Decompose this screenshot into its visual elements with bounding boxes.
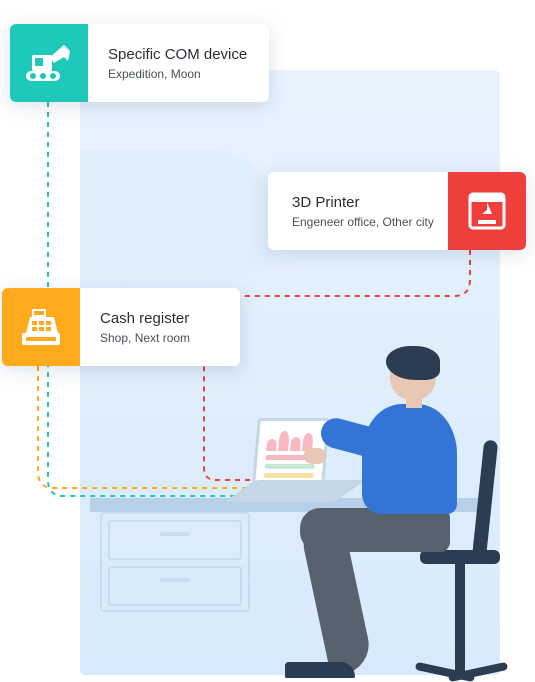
device-card-subtitle: Shop, Next room	[100, 331, 218, 345]
device-card-cash: Cash register Shop, Next room	[2, 288, 240, 366]
cash-register-icon	[2, 288, 80, 366]
infographic-stage: Specific COM device Expedition, Moon 3D …	[0, 0, 535, 682]
device-card-subtitle: Expedition, Moon	[108, 67, 247, 81]
device-card-title: Specific COM device	[108, 46, 247, 63]
background-accent	[80, 150, 270, 270]
printer-3d-icon	[448, 172, 526, 250]
desk-drawer	[108, 520, 242, 560]
device-card-com: Specific COM device Expedition, Moon	[10, 24, 269, 102]
desk-drawer	[108, 566, 242, 606]
device-card-title: Cash register	[100, 310, 218, 327]
device-card-subtitle: Engeneer office, Other city	[292, 215, 434, 229]
device-card-title: 3D Printer	[292, 194, 434, 211]
device-card-printer: 3D Printer Engeneer office, Other city	[268, 172, 526, 250]
excavator-icon	[10, 24, 88, 102]
